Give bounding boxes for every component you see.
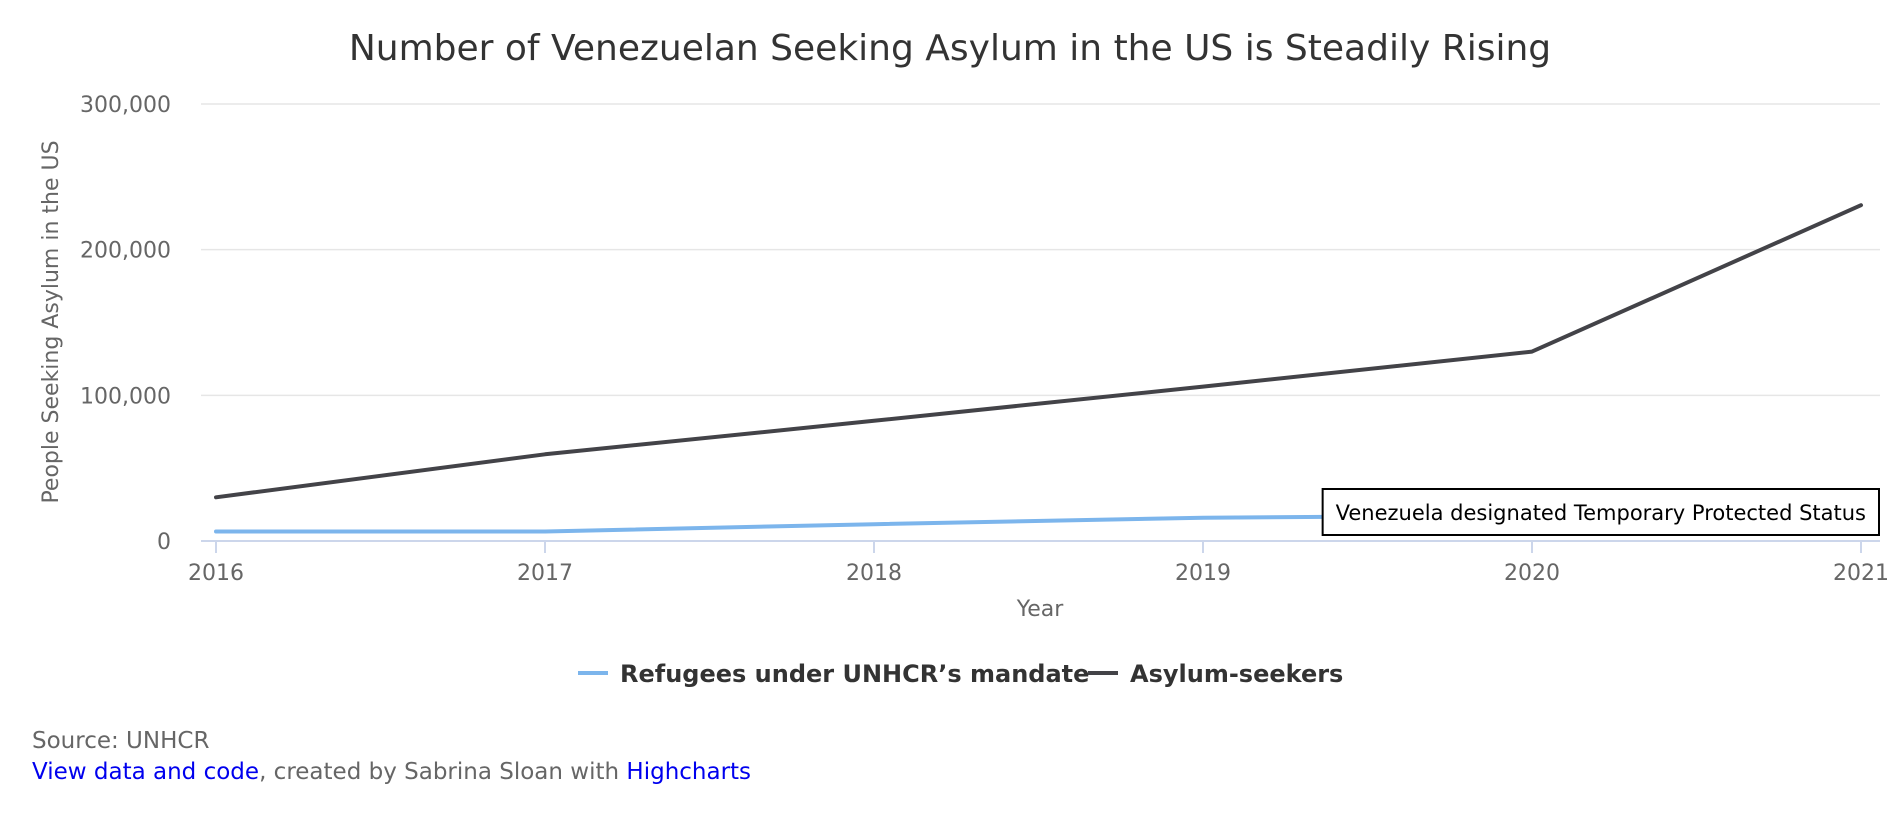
x-axis-ticks: 2016 2017 2018 2019 2020 2021 <box>188 541 1889 586</box>
y-axis-title: People Seeking Asylum in the US <box>39 140 64 503</box>
y-tick-label: 300,000 <box>80 93 171 118</box>
annotation-text: Venezuela designated Temporary Protected… <box>1336 501 1866 525</box>
series-line-asylum-seekers <box>214 203 1863 500</box>
legend: Refugees under UNHCR’s mandate Asylum-se… <box>578 660 1343 688</box>
x-axis-title: Year <box>1016 597 1065 622</box>
x-tick-label: 2020 <box>1504 561 1560 586</box>
x-tick-label: 2018 <box>846 561 902 586</box>
legend-label-asylum-seekers: Asylum-seekers <box>1130 660 1343 688</box>
source-text: Source: UNHCR <box>32 728 210 754</box>
x-tick-label: 2019 <box>1175 561 1231 586</box>
series-line-refugees <box>214 513 1534 534</box>
y-axis-tick-labels: 0 100,000 200,000 300,000 <box>80 93 171 555</box>
view-data-link[interactable]: View data and code <box>32 759 260 785</box>
y-tick-label: 200,000 <box>80 239 171 264</box>
y-tick-label: 100,000 <box>80 384 171 409</box>
x-tick-label: 2017 <box>517 561 573 586</box>
legend-label-refugees: Refugees under UNHCR’s mandate <box>620 660 1089 688</box>
chart-credits: Source: UNHCR View data and code, create… <box>32 726 751 788</box>
credits-middle-text: , created by Sabrina Sloan with <box>259 759 627 785</box>
chart-title: Number of Venezuelan Seeking Asylum in t… <box>349 28 1551 69</box>
annotation-box <box>1321 488 1880 536</box>
gridlines <box>201 103 1880 397</box>
legend-item-refugees[interactable]: Refugees under UNHCR’s mandate <box>578 660 1089 688</box>
tps-annotation: Venezuela designated Temporary Protected… <box>1321 488 1880 536</box>
series-lines <box>214 203 1863 534</box>
x-tick-label: 2021 <box>1833 561 1889 586</box>
y-tick-label: 0 <box>157 530 171 555</box>
legend-item-asylum-seekers[interactable]: Asylum-seekers <box>1088 660 1343 688</box>
highcharts-link[interactable]: Highcharts <box>626 759 752 785</box>
credits-line: View data and code, created by Sabrina S… <box>32 757 751 788</box>
x-tick-label: 2016 <box>188 561 244 586</box>
